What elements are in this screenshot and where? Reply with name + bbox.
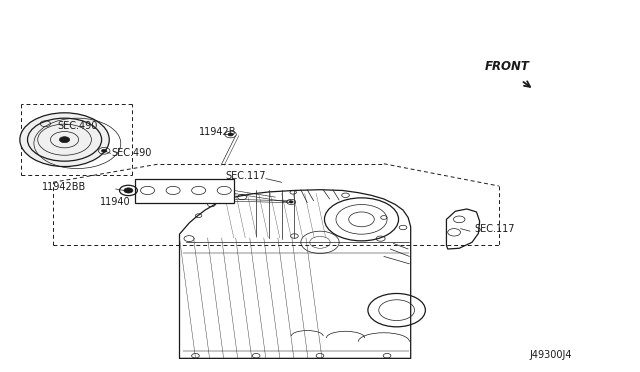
Circle shape <box>102 149 107 152</box>
Text: 11940: 11940 <box>100 197 131 207</box>
Text: 11942BB: 11942BB <box>42 182 86 192</box>
Circle shape <box>60 137 70 142</box>
Circle shape <box>124 188 133 193</box>
Text: J49300J4: J49300J4 <box>530 350 572 360</box>
Bar <box>135 179 234 203</box>
Text: SEC.117: SEC.117 <box>474 224 515 234</box>
Text: SEC.490: SEC.490 <box>57 121 97 131</box>
Text: FRONT: FRONT <box>484 60 530 73</box>
Text: 11942B: 11942B <box>198 127 236 137</box>
Text: SEC.490: SEC.490 <box>111 148 152 158</box>
Ellipse shape <box>20 113 109 167</box>
Circle shape <box>228 133 233 136</box>
Text: SEC.117: SEC.117 <box>225 171 266 180</box>
Circle shape <box>289 201 293 203</box>
